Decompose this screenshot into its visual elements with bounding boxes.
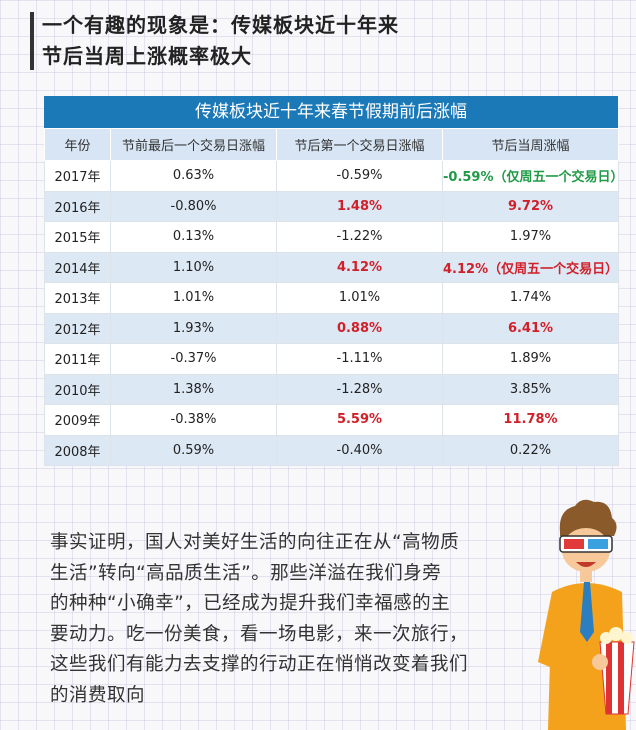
table-row: 2016年 -0.80% 1.48% 9.72% xyxy=(44,190,619,222)
table-row: 2015年 0.13% -1.22% 1.97% xyxy=(44,221,619,253)
cartoon-mascot-icon xyxy=(538,499,635,730)
header-post-first-day: 节后第一个交易日涨幅 xyxy=(276,128,443,161)
table-title: 传媒板块近十年来春节假期前后涨幅 xyxy=(44,96,618,128)
paragraph-line: 这些我们有能力去支撑的行动正在悄悄改变着我们 xyxy=(50,654,469,675)
cell-post-week: 1.89% xyxy=(442,343,619,375)
cell-post-week: 4.12%（仅周五一个交易日） xyxy=(442,251,619,283)
cell-year: 2014年 xyxy=(44,251,111,283)
cell-pre-holiday: 0.13% xyxy=(110,221,277,253)
cell-year: 2016年 xyxy=(44,190,111,222)
cell-post-week: 6.41% xyxy=(442,312,619,344)
table-row: 2014年 1.10% 4.12% 4.12%（仅周五一个交易日） xyxy=(44,251,619,283)
cell-post-first-day: 4.12% xyxy=(276,251,443,283)
returns-table: 年份 节前最后一个交易日涨幅 节后第一个交易日涨幅 节后当周涨幅 2017年 0.… xyxy=(44,128,624,466)
cell-year: 2015年 xyxy=(44,221,111,253)
cell-pre-holiday: 1.01% xyxy=(110,282,277,314)
cell-pre-holiday: 1.38% xyxy=(110,373,277,405)
table-row: 2010年 1.38% -1.28% 3.85% xyxy=(44,373,619,405)
returns-table-card: 传媒板块近十年来春节假期前后涨幅 年份 节前最后一个交易日涨幅 节后第一个交易日… xyxy=(44,96,624,466)
table-row: 2009年 -0.38% 5.59% 11.78% xyxy=(44,404,619,436)
cell-pre-holiday: -0.37% xyxy=(110,343,277,375)
commentary-paragraph: 事实证明，国人对美好生活的向往正在从“高物质 生活”转向“高品质生活”。那些洋溢… xyxy=(50,528,510,711)
headline-line-1: 一个有趣的现象是：传媒板块近十年来 xyxy=(42,13,399,37)
cell-post-first-day: -1.22% xyxy=(276,221,443,253)
cell-pre-holiday: -0.80% xyxy=(110,190,277,222)
cell-post-week: 1.97% xyxy=(442,221,619,253)
table-row: 2012年 1.93% 0.88% 6.41% xyxy=(44,312,619,344)
headline-line-2: 节后当周上涨概率极大 xyxy=(42,44,252,68)
header-pre-holiday: 节前最后一个交易日涨幅 xyxy=(110,128,277,161)
cell-year: 2011年 xyxy=(44,343,111,375)
cell-post-first-day: 1.48% xyxy=(276,190,443,222)
table-row: 2011年 -0.37% -1.11% 1.89% xyxy=(44,343,619,375)
cell-post-week: 1.74% xyxy=(442,282,619,314)
cell-pre-holiday: 0.59% xyxy=(110,434,277,466)
paragraph-line: 要动力。吃一份美食，看一场电影，来一次旅行， xyxy=(50,623,469,645)
header-post-week: 节后当周涨幅 xyxy=(442,128,619,161)
cell-post-week: 9.72% xyxy=(442,190,619,222)
table-row: 2013年 1.01% 1.01% 1.74% xyxy=(44,282,619,314)
cell-post-first-day: 5.59% xyxy=(276,404,443,436)
cell-year: 2012年 xyxy=(44,312,111,344)
cell-year: 2010年 xyxy=(44,373,111,405)
table-row: 2017年 0.63% -0.59% -0.59%（仅周五一个交易日） xyxy=(44,160,624,192)
cell-post-week: 3.85% xyxy=(442,373,619,405)
paragraph-line: 事实证明，国人对美好生活的向往正在从“高物质 xyxy=(50,532,460,553)
cell-post-first-day: -1.28% xyxy=(276,373,443,405)
cell-year: 2013年 xyxy=(44,282,111,314)
cell-post-first-day: -0.40% xyxy=(276,434,443,466)
cell-year: 2017年 xyxy=(44,160,111,192)
headline: 一个有趣的现象是：传媒板块近十年来 节后当周上涨概率极大 xyxy=(42,10,399,72)
paragraph-line: 的消费取向 xyxy=(50,684,146,706)
cell-post-week: -0.59%（仅周五一个交易日） xyxy=(442,160,624,192)
table-row: 2008年 0.59% -0.40% 0.22% xyxy=(44,434,619,466)
cell-pre-holiday: 0.63% xyxy=(110,160,277,192)
cell-pre-holiday: -0.38% xyxy=(110,404,277,436)
paragraph-line: 生活”转向“高品质生活”。那些洋溢在我们身旁 xyxy=(50,562,442,584)
headline-accent-bar xyxy=(30,12,34,70)
cell-post-first-day: 1.01% xyxy=(276,282,443,314)
table-header-row: 年份 节前最后一个交易日涨幅 节后第一个交易日涨幅 节后当周涨幅 xyxy=(44,128,619,161)
cell-pre-holiday: 1.93% xyxy=(110,312,277,344)
cell-post-week: 0.22% xyxy=(442,434,619,466)
cell-post-first-day: -0.59% xyxy=(276,160,443,192)
cell-year: 2009年 xyxy=(44,404,111,436)
cell-post-week: 11.78% xyxy=(442,404,619,436)
paragraph-line: 的种种“小确幸”，已经成为提升我们幸福感的主 xyxy=(50,593,451,614)
header-year: 年份 xyxy=(44,128,111,161)
cell-post-first-day: -1.11% xyxy=(276,343,443,375)
table-body: 2017年 0.63% -0.59% -0.59%（仅周五一个交易日） 2016年 -0.… xyxy=(44,160,624,466)
cell-year: 2008年 xyxy=(44,434,111,466)
cell-pre-holiday: 1.10% xyxy=(110,251,277,283)
cell-post-first-day: 0.88% xyxy=(276,312,443,344)
